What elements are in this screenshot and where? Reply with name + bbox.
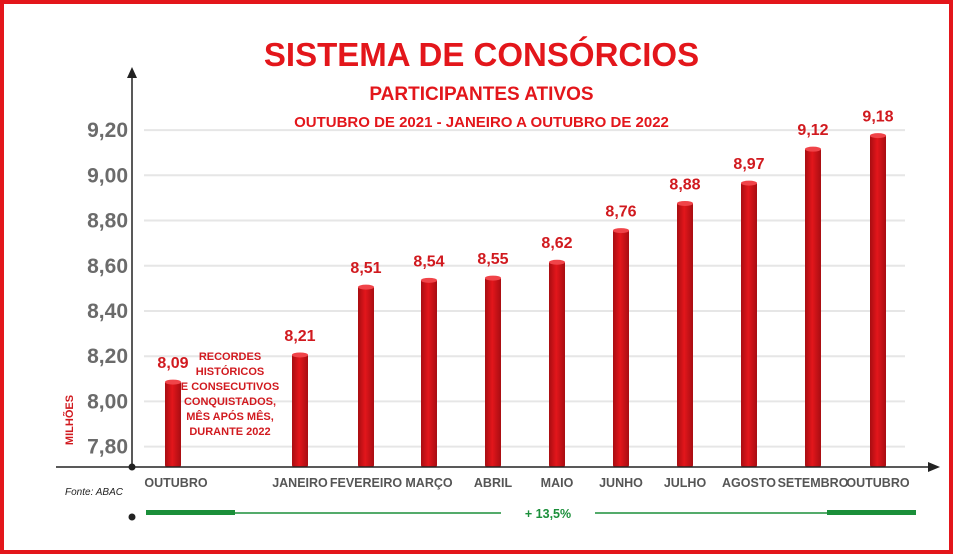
annotation-line: MÊS APÓS MÊS, bbox=[186, 410, 274, 423]
x-tick-label: JANEIRO bbox=[272, 476, 328, 490]
y-tick-label: 7,80 bbox=[87, 436, 128, 459]
annotation-line: HISTÓRICOS bbox=[196, 365, 264, 378]
bar-top bbox=[421, 277, 437, 283]
y-tick-label: 8,20 bbox=[87, 345, 128, 368]
bar bbox=[549, 261, 565, 467]
y-axis-label: MILHÕES bbox=[63, 395, 76, 445]
bar-top bbox=[358, 284, 374, 290]
bar bbox=[805, 148, 821, 467]
bar bbox=[421, 279, 437, 467]
x-tick-label: MARÇO bbox=[405, 476, 452, 490]
bar-top bbox=[677, 200, 693, 206]
x-tick-label: JULHO bbox=[664, 476, 707, 490]
bar-top bbox=[292, 352, 308, 358]
bar-top bbox=[613, 228, 629, 234]
bar bbox=[870, 134, 886, 468]
y-axis-arrow-icon bbox=[127, 67, 137, 78]
bar-top bbox=[549, 259, 565, 265]
x-tick-label: OUTUBRO bbox=[846, 476, 909, 490]
bar bbox=[165, 381, 181, 467]
value-label: 9,18 bbox=[862, 109, 893, 126]
value-label: 8,21 bbox=[284, 328, 315, 345]
source-note: Fonte: ABAC bbox=[65, 487, 124, 498]
growth-start-marker bbox=[146, 510, 235, 515]
x-tick-label: OUTUBRO bbox=[144, 476, 207, 490]
value-label: 8,97 bbox=[733, 156, 764, 173]
growth-end-marker bbox=[827, 510, 916, 515]
bar bbox=[613, 229, 629, 467]
chart-title: SISTEMA DE CONSÓRCIOS bbox=[263, 36, 700, 73]
value-label: 8,09 bbox=[157, 355, 188, 372]
bar-top bbox=[870, 133, 886, 139]
x-tick-label: MAIO bbox=[541, 476, 574, 490]
y-tick-label: 8,40 bbox=[87, 300, 128, 323]
growth-label: + 13,5% bbox=[525, 507, 571, 521]
bar bbox=[485, 277, 501, 467]
bar bbox=[292, 353, 308, 467]
y-tick-label: 9,20 bbox=[87, 119, 128, 142]
bar bbox=[677, 202, 693, 467]
annotation-line: RECORDES bbox=[199, 351, 261, 363]
chart-subtitle: PARTICIPANTES ATIVOS bbox=[369, 84, 594, 105]
y-tick-label: 8,00 bbox=[87, 390, 128, 413]
bar-top bbox=[165, 379, 181, 385]
value-label: 9,12 bbox=[797, 122, 828, 139]
y-tick-label: 9,00 bbox=[87, 164, 128, 187]
value-label: 8,55 bbox=[477, 251, 508, 268]
bar-top bbox=[741, 180, 757, 186]
x-tick-label: SETEMBRO bbox=[778, 476, 849, 490]
annotation-line: DURANTE 2022 bbox=[189, 426, 270, 438]
y-tick-label: 8,60 bbox=[87, 255, 128, 278]
value-label: 8,51 bbox=[350, 260, 381, 277]
bar-top bbox=[805, 146, 821, 152]
value-label: 8,88 bbox=[669, 176, 700, 193]
x-tick-label: FEVEREIRO bbox=[330, 476, 403, 490]
value-label: 8,62 bbox=[541, 235, 572, 252]
y-tick-label: 8,80 bbox=[87, 210, 128, 233]
annotation-line: E CONSECUTIVOS bbox=[181, 381, 279, 393]
x-tick-label: AGOSTO bbox=[722, 476, 776, 490]
bar-top bbox=[485, 275, 501, 281]
annotation-line: CONQUISTADOS, bbox=[184, 396, 276, 408]
axis-origin bbox=[128, 463, 136, 471]
x-tick-label: JUNHO bbox=[599, 476, 643, 490]
bar bbox=[741, 182, 757, 468]
value-label: 8,54 bbox=[413, 253, 444, 270]
x-axis-arrow-icon bbox=[928, 462, 940, 472]
value-label: 8,76 bbox=[605, 204, 636, 221]
x-tick-label: ABRIL bbox=[474, 476, 513, 490]
bar bbox=[358, 286, 374, 467]
chart-period: OUTUBRO DE 2021 - JANEIRO A OUTUBRO DE 2… bbox=[294, 114, 669, 131]
axis-bottom-dot bbox=[128, 513, 136, 521]
